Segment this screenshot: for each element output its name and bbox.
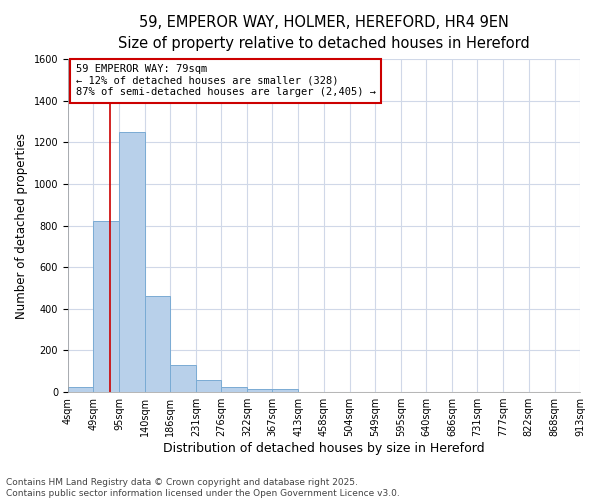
Bar (247, 389, 272, 392)
Bar (119, 132, 145, 392)
Bar (145, 296, 170, 392)
Bar (68, 387, 93, 392)
Text: 59 EMPEROR WAY: 79sqm
← 12% of detached houses are smaller (328)
87% of semi-det: 59 EMPEROR WAY: 79sqm ← 12% of detached … (76, 64, 376, 98)
Bar (93, 222, 119, 392)
Bar (272, 389, 298, 392)
X-axis label: Distribution of detached houses by size in Hereford: Distribution of detached houses by size … (163, 442, 485, 455)
Bar (196, 380, 221, 392)
Bar (170, 365, 196, 392)
Bar (221, 387, 247, 392)
Text: Contains HM Land Registry data © Crown copyright and database right 2025.
Contai: Contains HM Land Registry data © Crown c… (6, 478, 400, 498)
Title: 59, EMPEROR WAY, HOLMER, HEREFORD, HR4 9EN
Size of property relative to detached: 59, EMPEROR WAY, HOLMER, HEREFORD, HR4 9… (118, 15, 530, 51)
Y-axis label: Number of detached properties: Number of detached properties (15, 132, 28, 318)
